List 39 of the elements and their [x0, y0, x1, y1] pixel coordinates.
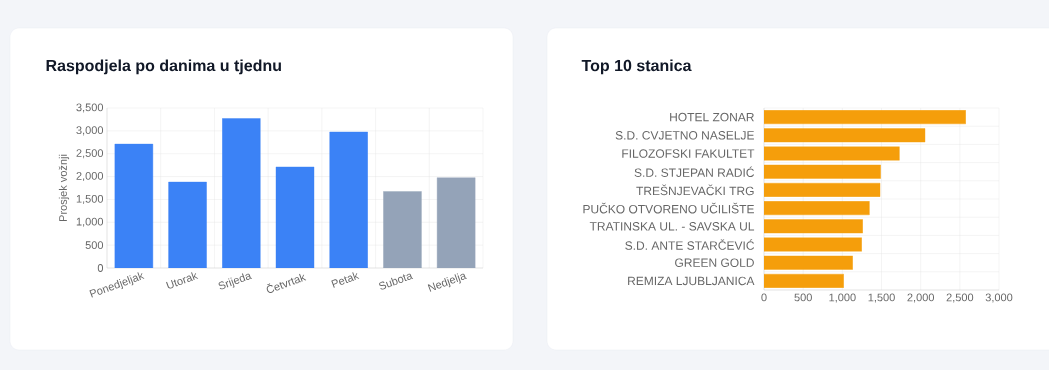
y-tick-label: REMIZA LJUBLJANICA — [628, 276, 755, 286]
x-tick-label: 0 — [761, 293, 767, 302]
x-tick-label: 1,000 — [829, 293, 856, 303]
y-tick-label: TREŠNJEVAČKI TRG — [636, 184, 754, 196]
y-tick-label: HOTEL ZONAR — [670, 112, 754, 122]
y-tick-label: 500 — [85, 241, 104, 250]
x-tick-label: 3,000 — [985, 293, 1013, 303]
bar — [764, 164, 881, 179]
bar — [764, 255, 853, 270]
y-tick-label: S.D. STJEPAN RADIĆ — [634, 166, 755, 177]
chart-title: Top 10 stanica — [581, 59, 692, 75]
y-tick-label: 3,000 — [76, 126, 104, 136]
x-tick-label: 2,500 — [946, 293, 974, 303]
y-tick-label: TRATINSKA UL. - SAVSKA UL — [589, 222, 755, 231]
bar — [764, 219, 863, 234]
bar — [222, 118, 261, 268]
x-tick-label: Utorak — [166, 272, 199, 289]
chart-title: Raspodjela po danima u tjednu — [46, 59, 281, 75]
x-tick-label: Subota — [379, 273, 414, 290]
y-tick-label: 0 — [97, 264, 104, 272]
y-tick-label: 2,500 — [76, 149, 104, 159]
x-tick-label: Petak — [331, 272, 360, 288]
y-tick-label: 1,000 — [76, 217, 104, 227]
y-tick-label: FILOZOFSKI FAKULTET — [622, 149, 755, 158]
bar — [383, 191, 422, 268]
y-tick-label: 2,000 — [76, 172, 104, 182]
bar — [764, 237, 862, 252]
y-axis-title: Prosjek vožnji — [58, 154, 70, 222]
x-tick-label: 1,500 — [868, 293, 895, 303]
y-tick-label: PUČKO OTVORENO UČILIŠTE — [583, 202, 754, 214]
x-tick-label: Srijeda — [218, 273, 252, 290]
x-tick-label: 2,000 — [907, 293, 935, 303]
y-tick-label: 3,500 — [76, 103, 104, 113]
y-tick-label: 1,500 — [76, 194, 104, 204]
y-tick-label: S.D. ANTE STARČEVIĆ — [625, 239, 755, 250]
bar — [764, 146, 900, 161]
x-tick-label: 500 — [794, 293, 812, 302]
y-tick-label: GREEN GOLD — [675, 258, 754, 267]
y-tick-label: S.D. CVJETNO NASELJE — [615, 131, 754, 140]
